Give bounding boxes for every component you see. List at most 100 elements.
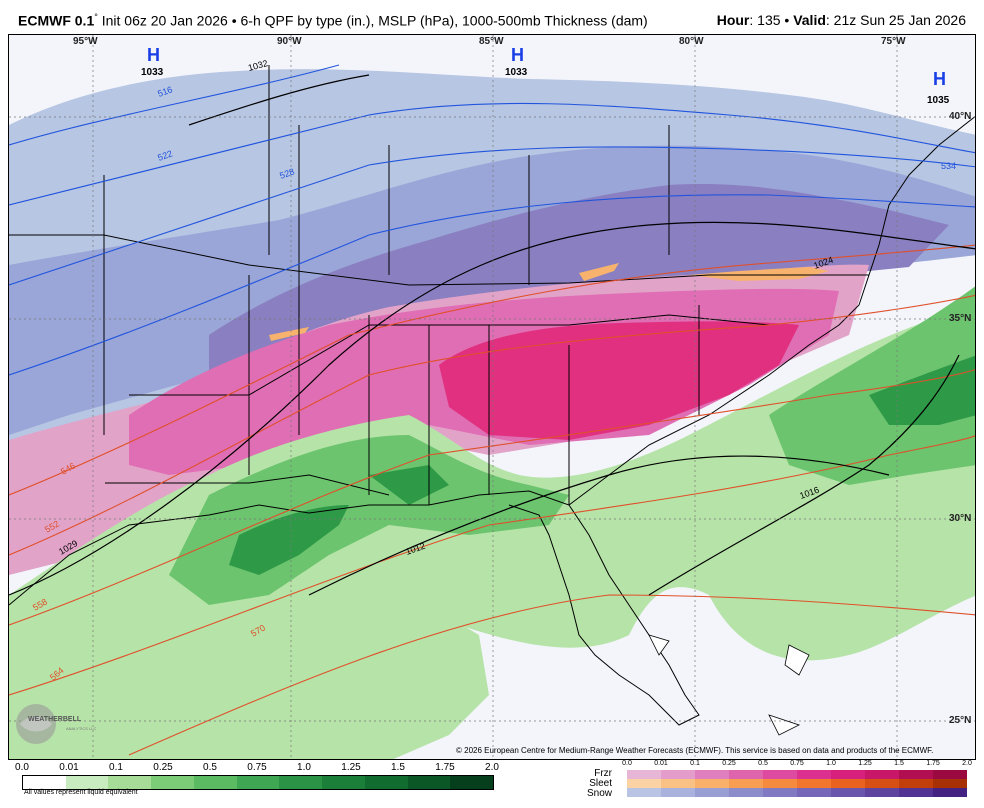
rain-color-swatch	[23, 776, 66, 789]
sleet-colorbar	[627, 779, 967, 788]
rain-color-swatch	[108, 776, 152, 789]
rain-tick-label: 0.01	[59, 762, 79, 773]
ptype-tick-label: 0.01	[654, 760, 668, 767]
high-marker-icon: H	[147, 45, 160, 65]
rain-color-swatch	[407, 776, 451, 789]
ptype-color-swatch	[661, 779, 695, 788]
logo-sub: ANALYTICS LLC	[66, 726, 97, 731]
logo-text: WEATHERBELL	[28, 716, 82, 723]
snow-label: Snow	[586, 788, 612, 799]
ptype-legend-ticks: 0.0 0.01 0.1 0.25 0.5 0.75 1.0 1.25 1.5 1.75 2.0	[622, 760, 972, 770]
thickness-label: 528	[278, 166, 296, 181]
rain-color-swatch	[151, 776, 194, 789]
ptype-color-swatch	[865, 779, 899, 788]
frzr-label: Frzr	[594, 768, 612, 779]
lat-label: 30°N	[949, 513, 971, 524]
rain-legend-ticks: 0.0 0.01 0.1 0.25 0.5 0.75 1.0 1.25 1.5 1.75 2.0	[15, 762, 502, 774]
rain-color-swatch	[279, 776, 323, 789]
ptype-tick-label: 0.25	[722, 760, 736, 767]
frzr-colorbar	[627, 770, 967, 779]
ptype-color-swatch	[899, 770, 933, 779]
ptype-color-swatch	[729, 788, 763, 797]
thickness-label: 522	[156, 148, 174, 163]
isobar-lines	[9, 74, 975, 596]
copyright-credit: © 2026 European Centre for Medium-Range …	[456, 746, 934, 755]
ptype-color-swatch	[763, 770, 797, 779]
ptype-tick-label: 1.75	[926, 760, 940, 767]
valid-label: Valid	[793, 12, 826, 28]
rain-tick-label: 1.5	[391, 762, 405, 773]
valid-time: Hour: 135 • Valid: 21z Sun 25 Jan 2026	[717, 12, 966, 28]
rain-color-swatch	[193, 776, 237, 789]
high-value: 1035	[927, 95, 950, 106]
ptype-color-swatch	[627, 788, 661, 797]
model-name: ECMWF 0.1	[18, 12, 95, 29]
rain-color-swatch	[322, 776, 365, 789]
sleet-label: Sleet	[589, 778, 612, 789]
rain-tick-label: 0.0	[15, 762, 29, 773]
legend-note: All values represent liquid equivalent	[24, 789, 138, 796]
ptype-tick-label: 0.0	[622, 760, 632, 767]
hour-value: : 135 •	[749, 12, 794, 28]
thickness-cold-labels: 516 522 528 534	[156, 84, 956, 181]
rain-color-swatch	[364, 776, 408, 789]
lon-label: 85°W	[479, 36, 504, 47]
ptype-tick-label: 2.0	[962, 760, 972, 767]
ptype-color-swatch	[933, 770, 967, 779]
frzr-heavy-area	[439, 321, 799, 440]
graticule	[9, 35, 975, 759]
ptype-color-swatch	[695, 788, 729, 797]
map-canvas: 95°W 90°W 85°W 80°W 75°W 40°N 35°N 30°N …	[9, 35, 975, 759]
run-description: Init 06z 20 Jan 2026 • 6-h QPF by type (…	[97, 12, 648, 29]
ptype-color-swatch	[763, 779, 797, 788]
ptype-tick-label: 1.5	[894, 760, 904, 767]
ptype-color-swatch	[797, 788, 831, 797]
rain-tick-label: 1.75	[435, 762, 455, 773]
islands	[648, 634, 810, 736]
lon-label: 90°W	[277, 36, 302, 47]
chart-title: ECMWF 0.1° Init 06z 20 Jan 2026 • 6-h QP…	[18, 12, 648, 29]
ptype-color-swatch	[627, 770, 661, 779]
ptype-tick-label: 0.75	[790, 760, 804, 767]
rain-tick-label: 2.0	[485, 762, 499, 773]
weatherbell-logo: WEATHERBELL ANALYTICS LLC	[14, 700, 124, 750]
rain-light-area-2	[9, 595, 489, 759]
high-value: 1033	[141, 67, 164, 78]
lat-label: 35°N	[949, 313, 971, 324]
rain-mid-area	[169, 286, 975, 605]
rain-color-swatch	[65, 776, 109, 789]
hour-label: Hour	[716, 12, 750, 28]
thickness-warm-lines	[9, 244, 975, 756]
ptype-color-swatch	[661, 770, 695, 779]
ptype-color-swatch	[797, 770, 831, 779]
ptype-tick-label: 1.0	[826, 760, 836, 767]
lon-label: 75°W	[881, 36, 906, 47]
high-pressure-markers: H 1033 H 1033 H 1035	[141, 45, 950, 106]
lat-label: 25°N	[949, 715, 971, 726]
ptype-color-swatch	[729, 779, 763, 788]
ptype-color-swatch	[831, 779, 865, 788]
ptype-color-swatch	[729, 770, 763, 779]
lon-label: 80°W	[679, 36, 704, 47]
rain-tick-label: 1.0	[297, 762, 311, 773]
rain-tick-label: 0.5	[203, 762, 217, 773]
forecast-map[interactable]: 95°W 90°W 85°W 80°W 75°W 40°N 35°N 30°N …	[8, 34, 976, 760]
ptype-tick-label: 1.25	[858, 760, 872, 767]
ptype-tick-label: 0.1	[690, 760, 700, 767]
degree-sign: °	[94, 12, 98, 22]
high-value: 1033	[505, 67, 528, 78]
ptype-color-swatch	[695, 779, 729, 788]
ptype-color-swatch	[933, 788, 967, 797]
sleet-area	[269, 263, 829, 341]
thickness-label: 516	[156, 84, 174, 99]
rain-tick-label: 0.75	[247, 762, 267, 773]
ptype-color-swatch	[865, 770, 899, 779]
rain-tick-label: 0.1	[109, 762, 123, 773]
thickness-label: 534	[941, 161, 956, 171]
ptype-color-swatch	[831, 770, 865, 779]
high-marker-icon: H	[511, 45, 524, 65]
lon-label: 95°W	[73, 36, 98, 47]
rain-tick-label: 1.25	[341, 762, 361, 773]
snow-colorbar	[627, 788, 967, 797]
high-marker-icon: H	[933, 69, 946, 89]
